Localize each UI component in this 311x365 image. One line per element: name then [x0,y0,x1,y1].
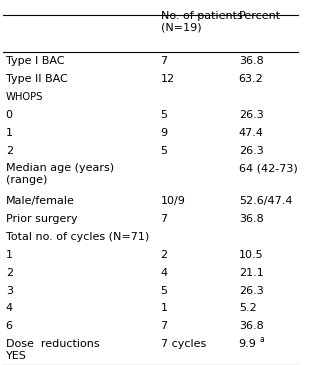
Text: WHOPS: WHOPS [6,92,43,102]
Text: Percent: Percent [239,11,281,22]
Text: No. of patients
(N=19): No. of patients (N=19) [160,11,242,33]
Text: 52.6/47.4: 52.6/47.4 [239,196,292,206]
Text: 2: 2 [6,268,13,278]
Text: a: a [260,335,265,344]
Text: Male/female: Male/female [6,196,75,206]
Text: Median age (years)
(range): Median age (years) (range) [6,164,114,185]
Text: 7: 7 [160,56,168,66]
Text: 7: 7 [160,214,168,224]
Text: 26.3: 26.3 [239,146,263,155]
Text: 1: 1 [160,303,168,314]
Text: Prior surgery: Prior surgery [6,214,77,224]
Text: 10/9: 10/9 [160,196,185,206]
Text: 5: 5 [160,110,168,120]
Text: Dose  reductions
YES: Dose reductions YES [6,339,99,361]
Text: 9.9: 9.9 [239,339,257,349]
Text: 36.8: 36.8 [239,56,263,66]
Text: 1: 1 [6,128,13,138]
Text: 12: 12 [160,74,175,84]
Text: 1: 1 [6,250,13,260]
Text: 26.3: 26.3 [239,110,263,120]
Text: Type II BAC: Type II BAC [6,74,67,84]
Text: Type I BAC: Type I BAC [6,56,64,66]
Text: 2: 2 [6,146,13,155]
Text: 9: 9 [160,128,168,138]
Text: 10.5: 10.5 [239,250,263,260]
Text: 5: 5 [160,285,168,296]
Text: 5.2: 5.2 [239,303,257,314]
Text: 64 (42-73): 64 (42-73) [239,164,297,173]
Text: 3: 3 [6,285,13,296]
Text: 7: 7 [160,321,168,331]
Text: Total no. of cycles (N=71): Total no. of cycles (N=71) [6,232,149,242]
Text: 21.1: 21.1 [239,268,263,278]
Text: 47.4: 47.4 [239,128,264,138]
Text: 36.8: 36.8 [239,321,263,331]
Text: 4: 4 [6,303,13,314]
Text: 0: 0 [6,110,13,120]
Text: 6: 6 [6,321,13,331]
Text: 2: 2 [160,250,168,260]
Text: 5: 5 [160,146,168,155]
Text: 36.8: 36.8 [239,214,263,224]
Text: 4: 4 [160,268,168,278]
Text: 7 cycles: 7 cycles [160,339,206,349]
Text: 63.2: 63.2 [239,74,263,84]
Text: 26.3: 26.3 [239,285,263,296]
